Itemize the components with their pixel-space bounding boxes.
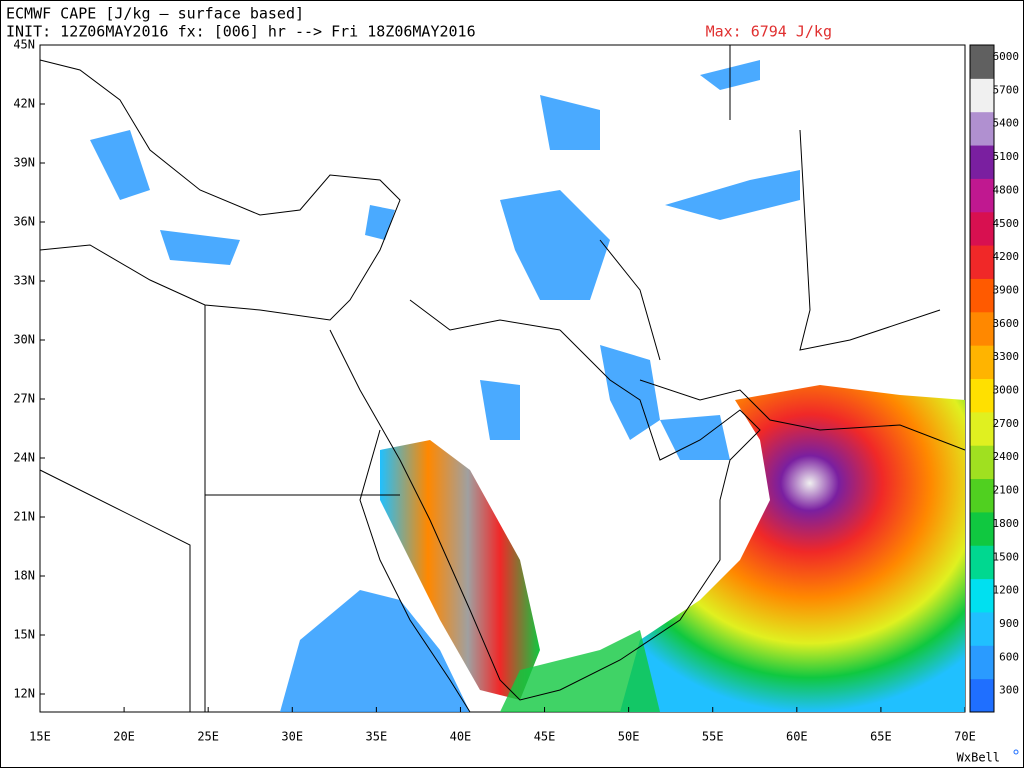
colorbar-segment [970,211,994,246]
colorbar-segment [970,545,994,580]
lat-label: 21N [13,510,35,524]
lon-label: 70E [954,730,976,744]
colorbar-segment [970,145,994,179]
colorbar-frame [969,44,995,713]
lat-label: 18N [13,569,35,583]
colorbar-label: 5100 [993,150,1020,163]
colorbar-label: 4500 [993,217,1020,230]
colorbar-label: 5400 [993,117,1020,130]
lat-label: 30N [13,333,35,347]
colorbar-segment [970,645,994,680]
lon-label: 30E [281,730,303,744]
max-value: Max: 6794 J/kg [706,23,832,41]
colorbar-segment [970,178,994,213]
colorbar-label: 2100 [993,484,1020,497]
cape-patches [90,60,800,460]
lon-label: 50E [618,730,640,744]
colorbar-segment [970,345,994,379]
colorbar-label: 900 [999,617,1019,630]
colorbar-label: 1200 [993,584,1020,597]
lat-label: 24N [13,451,35,465]
colorbar-label: 600 [999,650,1019,663]
lon-label: 25E [197,730,219,744]
colorbar-label: 2700 [993,417,1020,430]
lon-label: 45E [534,730,556,744]
colorbar-segment [970,511,994,546]
colorbar-label: 2400 [993,450,1020,463]
lat-label: 15N [13,628,35,642]
coastline [39,59,401,321]
colorbar-label: 4200 [993,250,1020,263]
colorbar-label: 1800 [993,517,1020,530]
colorbar-segment [970,45,994,79]
lat-label: 42N [13,97,35,111]
colorbar-segment [970,311,994,346]
colorbar-segment [970,411,994,446]
colorbar-label: 3300 [993,350,1020,363]
lat-label: 45N [13,38,35,52]
lon-label: 40E [450,730,472,744]
colorbar-label: 4800 [993,183,1020,196]
colorbar-segment [970,445,994,480]
colorbar-segment [970,578,994,613]
colorbar: 300 600 900 1200 1500 1800 2100 2400 2700 3000 330… [969,44,1020,713]
lon-label: 65E [870,730,892,744]
colorbar-segment [970,678,994,713]
credit-logo [1013,749,1019,755]
colorbar-label: 3000 [993,384,1020,397]
lon-label: 15E [29,730,51,744]
colorbar-label: 1500 [993,550,1020,563]
arabia-coast [329,329,761,701]
colorbar-segment [970,378,994,413]
axis-labels: 45N 42N 39N 36N 33N 30N 27N 24N 21N 18N 15N 12N 15E 2… [13,38,976,744]
lon-label: 55E [702,730,724,744]
init-line: INIT: 12Z06MAY2016 fx: [006] hr --> Fri … [6,23,476,41]
credit: WxBell [957,751,1000,765]
cape-africa [280,590,470,712]
cape-red-sea [380,440,540,700]
colorbar-label: 3600 [993,317,1020,330]
lat-label: 36N [13,215,35,229]
africa-coast [359,429,471,713]
colorbar-segment [970,111,994,146]
lat-label: 12N [13,687,35,701]
map-title: ECMWF CAPE [J/kg – surface based] [6,5,304,23]
borders [39,45,941,712]
cape-yemen [500,630,660,712]
colorbar-segment [970,78,994,113]
lat-label: 33N [13,274,35,288]
colorbar-segment [970,278,994,313]
lon-label: 35E [366,730,388,744]
lon-label: 20E [113,730,135,744]
cape-arabian-sea [620,385,965,712]
colorbar-label: 6000 [993,50,1020,63]
colorbar-segment [970,611,994,646]
map-area [39,44,966,713]
colorbar-segment [970,478,994,513]
iran-coast [639,379,966,451]
colorbar-segment [970,245,994,279]
lat-label: 39N [13,156,35,170]
colorbar-label: 300 [999,684,1019,697]
colorbar-label: 5700 [993,83,1020,96]
colorbar-label: 3900 [993,283,1020,296]
lat-label: 27N [13,392,35,406]
lon-label: 60E [786,730,808,744]
